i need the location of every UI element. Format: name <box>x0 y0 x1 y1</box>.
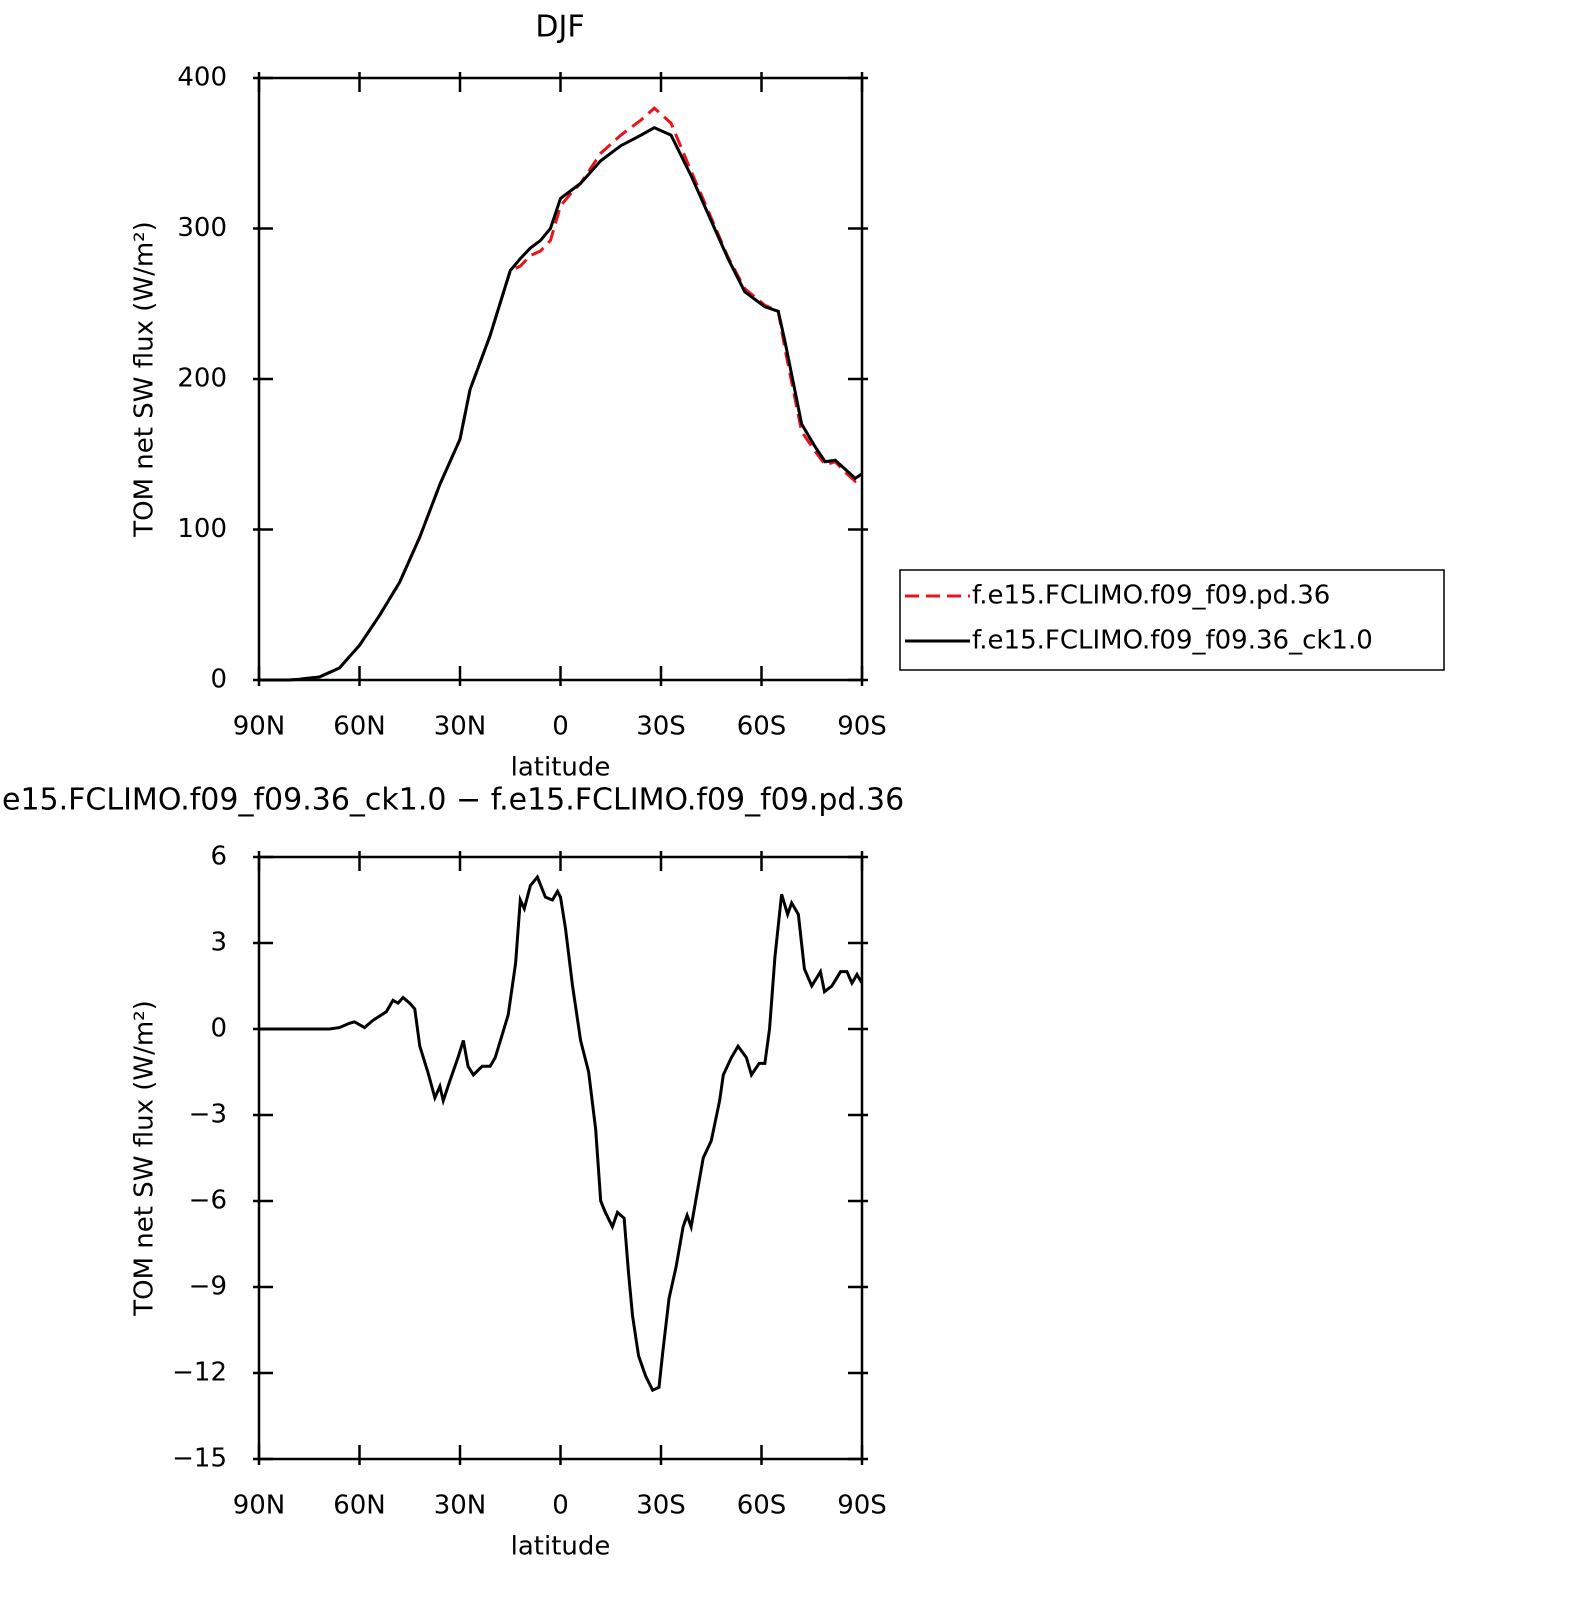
chart-title: e15.FCLIMO.f09_f09.36_ck1.0 − f.e15.FCLI… <box>2 783 904 818</box>
x-tick-label: 30S <box>636 712 686 742</box>
y-tick-label: −6 <box>189 1186 227 1216</box>
plot-frame <box>257 855 864 1461</box>
legend-label: f.e15.FCLIMO.f09_f09.36_ck1.0 <box>972 626 1373 656</box>
x-axis-label: latitude <box>511 1532 611 1562</box>
x-tick-label: 60S <box>737 712 787 742</box>
x-tick-label: 90N <box>233 712 286 742</box>
y-tick-label: 0 <box>210 665 227 695</box>
y-axis-label: TOM net SW flux (W/m²) <box>130 1000 160 1316</box>
y-axis-label: TOM net SW flux (W/m²) <box>130 221 160 537</box>
data-line <box>259 125 863 682</box>
y-tick-label: 6 <box>210 842 227 872</box>
x-tick-label: 90S <box>837 712 887 742</box>
x-tick-label: 30S <box>636 1491 686 1521</box>
x-tick-label: 60S <box>737 1491 787 1521</box>
plot-frame <box>257 76 864 682</box>
y-tick-label: 0 <box>210 1014 227 1044</box>
panel: DJF 0 100 200 300 400 90N 60N 30N 0 30S 60S 90S latit… <box>130 10 1445 783</box>
y-tick-label: 400 <box>177 63 227 93</box>
x-tick-label: 0 <box>552 712 569 742</box>
y-tick-label: 3 <box>210 928 227 958</box>
y-tick-label: 100 <box>177 514 227 544</box>
y-tick-label: −15 <box>172 1444 227 1474</box>
x-tick-label: 60N <box>333 712 386 742</box>
data-line <box>259 874 864 1393</box>
x-tick-label: 30N <box>434 712 487 742</box>
legend-box <box>899 569 1445 671</box>
y-tick-label: −3 <box>189 1100 227 1130</box>
x-axis-label: latitude <box>511 753 611 783</box>
x-tick-label: 0 <box>552 1491 569 1521</box>
y-tick-label: −12 <box>172 1358 227 1388</box>
y-tick-label: 200 <box>177 364 227 394</box>
x-tick-label: 90N <box>233 1491 286 1521</box>
x-tick-label: 90S <box>837 1491 887 1521</box>
legend: f.e15.FCLIMO.f09_f09.pd.36 f.e15.FCLIMO.f… <box>899 569 1445 671</box>
panel: e15.FCLIMO.f09_f09.36_ck1.0 − f.e15.FCLI… <box>2 783 904 1562</box>
x-tick-label: 30N <box>434 1491 487 1521</box>
y-tick-label: 300 <box>177 213 227 243</box>
legend-label: f.e15.FCLIMO.f09_f09.pd.36 <box>972 581 1330 611</box>
data-line <box>259 106 863 682</box>
y-tick-label: −9 <box>189 1272 227 1302</box>
x-tick-label: 60N <box>333 1491 386 1521</box>
chart-title: DJF <box>535 10 584 45</box>
